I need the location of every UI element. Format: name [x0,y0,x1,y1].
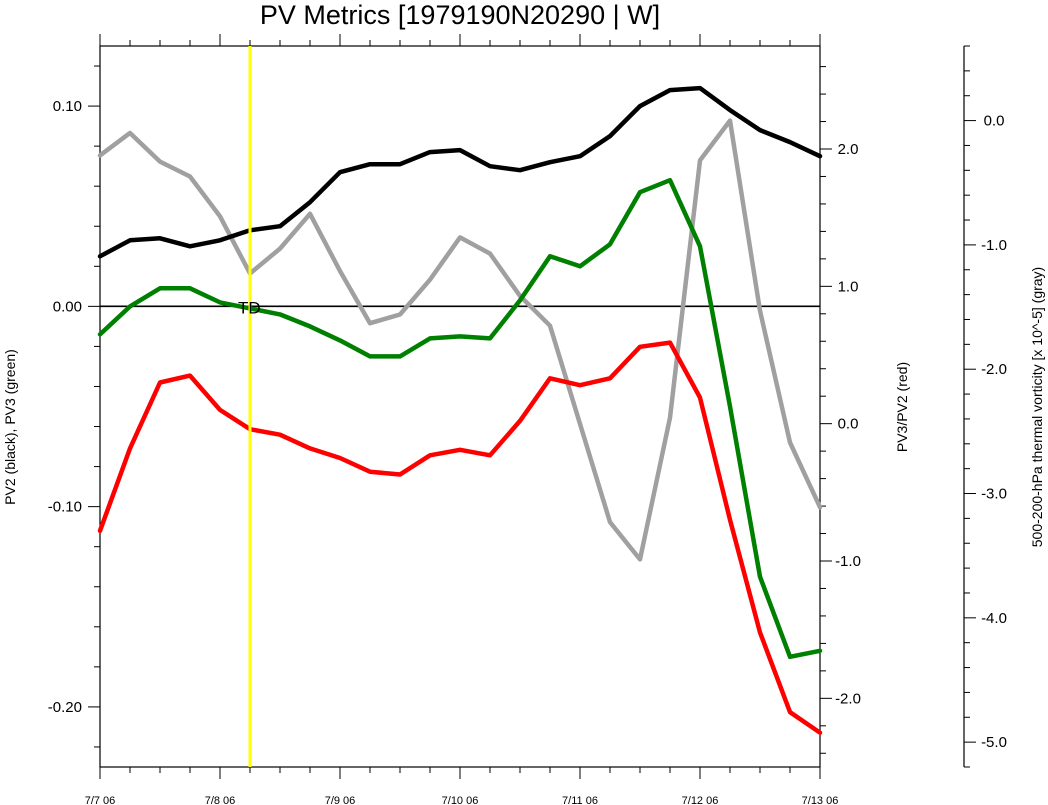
x-tick-label: 7/7 06 [85,795,116,805]
chart-title: PV Metrics [1979190N20290 | W] [260,0,660,30]
x-tick-label: 7/13 06 [802,795,839,805]
td-marker-label: TD [238,298,261,317]
series-line-pv2 [97,85,823,259]
y-left-label: PV2 (black), PV3 (green) [2,349,18,505]
plot-frame [99,45,821,768]
y-right-tick-label: -1.0 [835,553,861,570]
y-far-right-label: 500-200-hPa thermal vorticity [x 10^-5] … [1029,267,1045,547]
series-line-pv3 [97,177,823,660]
series-line-pv3-pv2 [97,340,823,735]
y-far-right-tick-label: -5.0 [981,734,1007,751]
axes: 7/7 06 7/8 06 7/9 06 7/10 06 7/11 06 7/12 06 7… [48,34,1007,805]
series-lines: TD [97,46,823,767]
y-right-tick-label: 2.0 [838,141,859,158]
x-tick-label: 7/12 06 [682,795,719,805]
series-line-thermal-vorticity [97,118,823,562]
y-left-tick-label: 0.10 [53,98,82,115]
x-tick-label: 7/9 06 [325,795,356,805]
y-right-tick-label: 0.0 [838,416,859,433]
x-tick-label: 7/8 06 [205,795,236,805]
y-right-label: PV3/PV2 (red) [894,362,910,452]
y-far-right-tick-label: -4.0 [981,610,1007,627]
x-tick-label: 7/10 06 [442,795,479,805]
y-left-tick-label: -0.10 [48,499,82,516]
y-left-tick-label: -0.20 [48,699,82,716]
y-far-right-tick-label: -2.0 [981,361,1007,378]
y-far-right-tick-label: 0.0 [984,113,1005,130]
y-far-right-tick-label: -3.0 [981,486,1007,503]
y-right-tick-label: -2.0 [835,690,861,707]
x-tick-label: 7/11 06 [562,795,598,805]
y-far-right-tick-label: -1.0 [981,237,1007,254]
y-right-tick-label: 1.0 [838,278,859,295]
y-left-tick-label: 0.00 [53,298,82,315]
